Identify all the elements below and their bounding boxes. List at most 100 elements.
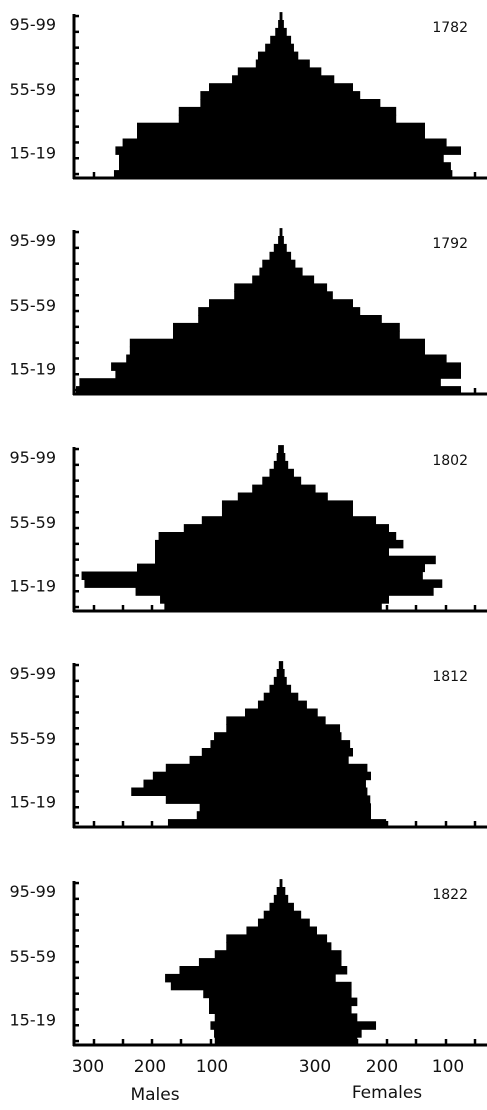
male-bar (111, 362, 281, 371)
male-bar (257, 51, 281, 61)
female-bar (281, 811, 371, 820)
female-bar (281, 1005, 352, 1014)
female-bar (281, 879, 283, 888)
female-bar (281, 338, 425, 348)
male-bar (143, 779, 281, 789)
female-bar (281, 966, 348, 975)
female-bar (281, 130, 425, 140)
female-bar (281, 902, 294, 912)
male-bar (276, 453, 281, 462)
male-bar (278, 661, 281, 670)
female-bar (281, 500, 353, 509)
female-bar (281, 700, 307, 710)
male-bar (126, 354, 281, 363)
male-bar (196, 811, 281, 820)
male-bar (273, 243, 281, 253)
female-bar (281, 950, 342, 959)
female-bar (281, 973, 336, 983)
female-bar (281, 516, 377, 525)
male-bar (269, 902, 281, 912)
female-bar (281, 547, 389, 557)
female-bar (281, 795, 371, 804)
male-bar (263, 692, 281, 702)
female-bar (281, 958, 342, 967)
female-bar (281, 75, 335, 84)
age-group-label: 15-19 (10, 143, 57, 162)
female-bar (281, 236, 284, 245)
male-bar (84, 579, 281, 588)
females-axis-label: Females (352, 1083, 422, 1103)
male-bar (278, 20, 281, 29)
male-bar (262, 476, 281, 486)
age-group-label: 55-59 (10, 296, 57, 315)
female-bar (281, 910, 302, 920)
male-bar (119, 154, 281, 163)
male-bar (158, 532, 281, 541)
male-bar (167, 819, 281, 828)
male-bar (255, 59, 281, 68)
male-bar (135, 587, 281, 596)
male-bar (214, 1013, 281, 1022)
male-bar (209, 1005, 281, 1014)
male-bar (265, 43, 281, 53)
male-bar (226, 716, 281, 725)
male-bar (252, 484, 281, 494)
male-bar (178, 114, 281, 124)
female-bar (281, 524, 389, 533)
female-bar (281, 386, 461, 395)
female-bar (281, 1013, 358, 1022)
female-bar (281, 346, 425, 356)
female-bar (281, 926, 317, 935)
female-bar (281, 1021, 377, 1030)
female-bar (281, 532, 397, 541)
male-bar (214, 1037, 281, 1046)
male-bar (183, 524, 281, 533)
female-bar (281, 819, 387, 828)
male-bar (137, 130, 281, 140)
male-bar (262, 259, 281, 269)
female-bar (281, 267, 303, 277)
male-bar (209, 997, 281, 1007)
male-bar (221, 500, 281, 509)
male-bar (279, 879, 281, 888)
female-bar (281, 887, 286, 896)
female-bar (281, 307, 361, 316)
male-bar (279, 228, 281, 237)
female-bar (281, 330, 400, 340)
female-bar (281, 283, 328, 292)
male-bar (210, 1021, 281, 1030)
female-bar (281, 122, 425, 132)
female-bar (281, 571, 423, 580)
male-bar (198, 958, 281, 967)
female-bar (281, 692, 299, 702)
female-bar (281, 763, 368, 773)
male-bar (199, 803, 281, 812)
female-bar (281, 787, 368, 796)
male-bar (210, 740, 281, 749)
female-bar (281, 676, 287, 686)
x-tick-label: 100 (196, 1057, 228, 1077)
male-bar (269, 684, 281, 694)
female-bar (281, 539, 404, 549)
female-bar (281, 603, 382, 612)
female-bar (281, 476, 302, 486)
female-bar (281, 684, 292, 694)
males-axis-label: Males (130, 1085, 179, 1105)
pyramid-panel-1812: 95-99 55-59 15-19 1812 (10, 661, 487, 829)
female-bar (281, 716, 326, 725)
female-bar (281, 460, 289, 470)
male-bar (81, 571, 281, 580)
male-bar (170, 981, 281, 991)
male-bar (160, 595, 281, 604)
male-bar (198, 307, 281, 316)
female-bar (281, 661, 284, 670)
male-bar (209, 299, 281, 308)
female-bar (281, 1037, 358, 1046)
female-bar (281, 20, 284, 29)
male-bar (252, 275, 281, 284)
male-bar (276, 669, 281, 678)
male-bar (278, 445, 281, 454)
age-group-label: 15-19 (10, 1010, 57, 1029)
male-bar (79, 378, 282, 387)
male-bar (245, 708, 281, 717)
